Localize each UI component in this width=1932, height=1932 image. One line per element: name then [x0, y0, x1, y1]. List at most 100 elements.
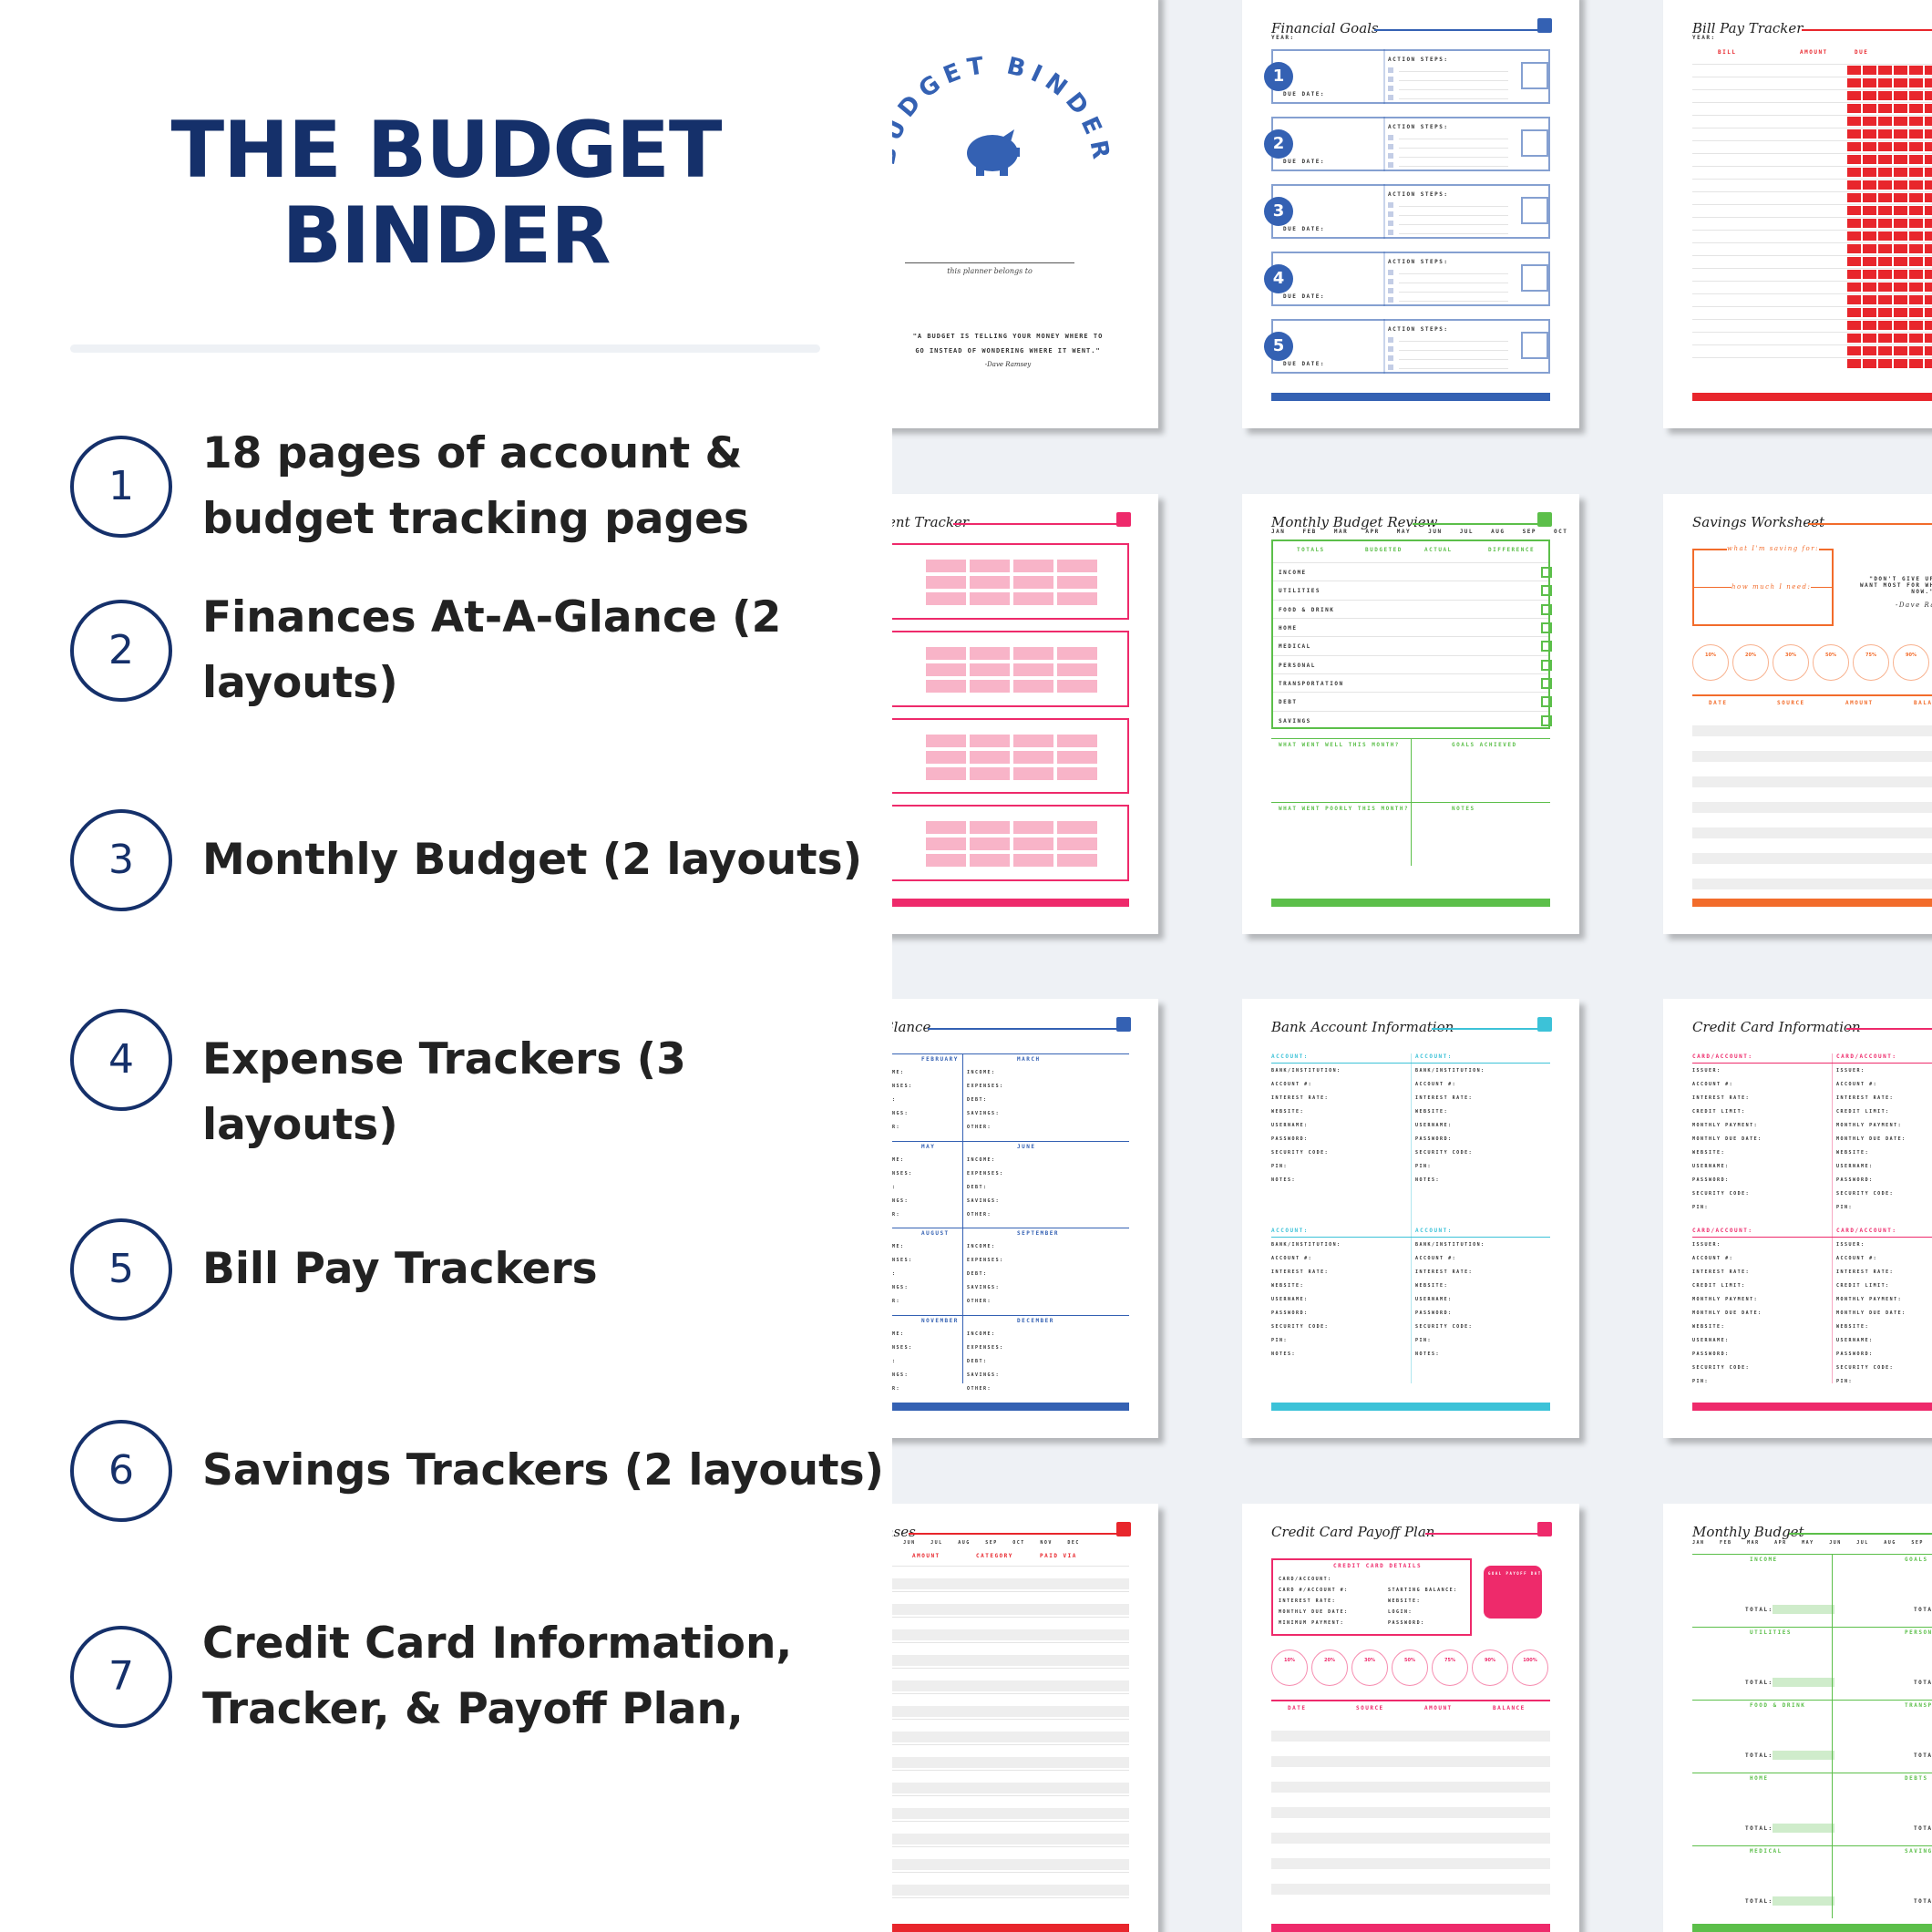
checkbox — [1388, 355, 1393, 361]
category-label: TRANSPORTATION — [1279, 681, 1344, 687]
field-label: MONTHLY PAYMENT: — [1692, 1123, 1759, 1128]
check-icon — [1541, 696, 1552, 708]
paid-cell — [1925, 180, 1932, 190]
page-title: THE BUDGET BINDER — [170, 105, 722, 282]
percent-milestone: 30% — [1351, 1649, 1388, 1686]
field-label: PIN: — [1836, 1205, 1854, 1210]
feature-item: 6 Savings Trackers (2 layouts) — [70, 1403, 890, 1539]
month-label: AUGUST — [921, 1230, 950, 1237]
total-label: TOTAL: — [1914, 1752, 1932, 1759]
payment-cell — [970, 734, 1010, 747]
table-row — [821, 1591, 1129, 1592]
divider — [1383, 252, 1385, 306]
check-icon — [1541, 659, 1552, 671]
paid-cell — [1894, 346, 1907, 355]
table-row — [1271, 1731, 1550, 1742]
table-row — [821, 1719, 1129, 1720]
paid-cell — [1878, 231, 1892, 241]
check-icon — [1541, 622, 1552, 633]
field-label: ACCOUNT #: — [1692, 1256, 1734, 1261]
feature-number-circle: 6 — [70, 1420, 172, 1522]
field-label: PASSWORD: — [1836, 1177, 1874, 1183]
color-bar — [850, 899, 1129, 907]
table-row — [1692, 802, 1932, 813]
field-label: WEBSITE: — [1836, 1324, 1870, 1330]
column-header: BUDGETED — [1365, 547, 1403, 553]
table-row — [821, 1897, 1129, 1898]
check-icon — [1521, 264, 1548, 292]
check-icon — [1541, 603, 1552, 615]
paid-cell — [1894, 206, 1907, 215]
payment-cell — [926, 854, 966, 868]
table-row — [1692, 268, 1932, 269]
category-label: TRANSPORTATION — [1905, 1702, 1932, 1709]
paid-cell — [1878, 193, 1892, 202]
divider — [1411, 1053, 1412, 1383]
action-steps-label: ACTION STEPS: — [1388, 259, 1449, 265]
paid-cell — [1925, 219, 1932, 228]
paid-cell — [1925, 231, 1932, 241]
category-label: PERSONAL — [1905, 1629, 1932, 1636]
checkbox — [1388, 153, 1393, 159]
table-row — [821, 1668, 1129, 1669]
percent-milestone: 10% — [1271, 1649, 1308, 1686]
table-row — [1692, 166, 1932, 167]
payment-cell — [926, 560, 966, 572]
page-preview-title: Bank Account Information — [1271, 1019, 1454, 1035]
paid-cell — [1894, 321, 1907, 330]
table-row — [821, 1834, 1129, 1845]
payment-cell — [1013, 750, 1053, 764]
total-field — [1773, 1605, 1834, 1614]
paid-cell — [1925, 359, 1932, 368]
paid-cell — [1878, 168, 1892, 177]
paid-cell — [1863, 78, 1876, 87]
budget-table — [1271, 540, 1550, 729]
card-field-label: WEBSITE: — [1388, 1598, 1422, 1604]
field-label: PASSWORD: — [1415, 1310, 1453, 1316]
field-label: SAVINGS: — [967, 1197, 1001, 1204]
field-label: INCOME: — [967, 1070, 996, 1075]
field-label: PASSWORD: — [1836, 1351, 1874, 1357]
rule — [1692, 1237, 1932, 1238]
paid-cell — [1878, 334, 1892, 343]
table-row — [821, 1680, 1129, 1691]
field-label: WEBSITE: — [1692, 1150, 1726, 1156]
line — [1399, 157, 1508, 158]
payment-cell — [926, 750, 966, 764]
column-header: PAID VIA — [1040, 1553, 1077, 1559]
feature-text: Expense Trackers (3 layouts) — [202, 1034, 686, 1150]
goal-number: 4 — [1264, 264, 1293, 293]
paid-cell — [1878, 155, 1892, 164]
payment-cell — [970, 821, 1010, 835]
table-row — [821, 1821, 1129, 1822]
payment-cell — [1013, 679, 1053, 693]
feature-item: 1 18 pages of account & budget tracking p… — [70, 418, 890, 555]
payment-cell — [926, 646, 966, 660]
account-header: CARD/ACCOUNT: — [1836, 1228, 1897, 1234]
column-header: BALANCE — [1493, 1705, 1526, 1711]
field-label: ISSUER: — [1692, 1242, 1721, 1248]
table-row — [1692, 140, 1932, 141]
paid-cell — [1909, 104, 1923, 113]
category-label: UTILITIES — [1750, 1629, 1793, 1636]
month-label: MARCH — [1017, 1056, 1041, 1063]
category-label: SAVINGS — [1905, 1848, 1932, 1855]
payment-cell — [1057, 663, 1097, 676]
paid-cell — [1909, 142, 1923, 151]
field-label: ISSUER: — [1836, 1068, 1865, 1074]
paid-cell — [1863, 91, 1876, 100]
paid-cell — [1925, 308, 1932, 317]
field-label: CREDIT LIMIT: — [1692, 1109, 1746, 1115]
month-selector: JAN FEB MAR APR MAY JUN JUL AUG SEP OCT … — [1271, 529, 1579, 535]
quote-line-1: "A BUDGET IS TELLING YOUR MONEY WHERE TO — [912, 333, 1104, 340]
card-field-label: CARD #/ACCOUNT #: — [1279, 1588, 1349, 1593]
table-row — [1273, 618, 1548, 619]
table-row — [1692, 191, 1932, 192]
field-label: BANK/INSTITUTION: — [1415, 1242, 1485, 1248]
line — [1399, 98, 1508, 99]
paid-cell — [1925, 346, 1932, 355]
table-row — [821, 1604, 1129, 1615]
paid-cell — [1925, 334, 1932, 343]
line — [1399, 301, 1508, 302]
